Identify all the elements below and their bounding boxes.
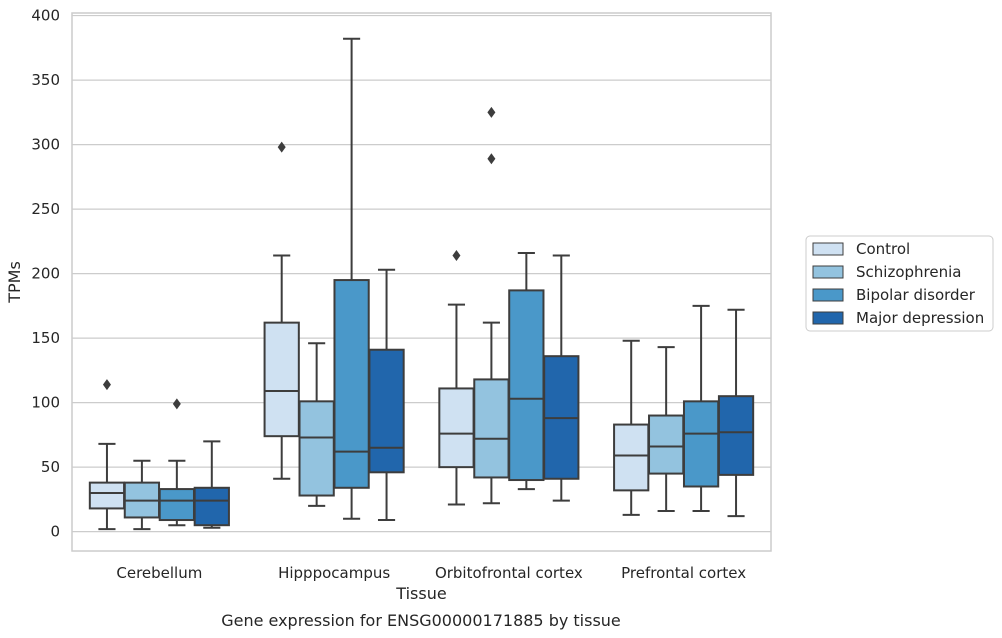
box-iqr [682,400,720,488]
box-0-1 [263,141,300,480]
x-tick-label: Hipppocampus [278,564,390,582]
box-2-1 [333,37,370,520]
legend-label: Control [856,240,910,258]
chart-caption: Gene expression for ENSG00000171885 by t… [221,611,621,630]
box-0-2 [438,250,475,506]
box-iqr [158,488,195,522]
box-iqr [333,279,370,489]
outlier-point [487,106,496,118]
y-tick-label: 150 [31,329,60,347]
y-tick-label: 300 [31,136,60,154]
x-axis-ticks: Cerebellum Hipppocampus Orbitofrontal cort… [116,564,746,582]
box-2-3 [682,304,720,513]
box-iqr [298,400,335,497]
y-tick-label: 350 [31,71,60,89]
box-iqr [648,414,685,475]
y-tick-label: 50 [41,458,60,476]
legend-label: Schizophrenia [856,263,961,281]
box-1-2 [473,106,510,505]
box-iqr [193,486,230,527]
legend-swatch [812,242,844,256]
legend-label: Bipolar disorder [856,286,976,304]
box-iqr [368,348,405,474]
box-iqr [717,395,755,476]
legend-item: Bipolar disorder [812,286,976,304]
box-1-3 [648,346,685,513]
legend-swatch [812,288,844,302]
legend-item: Major depression [812,309,984,327]
box-2-0 [158,398,195,527]
x-tick-label: Prefrontal cortex [621,564,746,582]
legend-swatch [812,265,844,279]
y-tick-label: 100 [31,394,60,412]
plot-boxes [88,37,755,531]
y-tick-label: 0 [50,523,60,541]
box-2-2 [508,251,545,491]
legend-swatch [812,311,844,325]
x-tick-label: Orbitofrontal cortex [435,564,583,582]
legend: Control Schizophrenia Bipolar disorder Majo… [805,235,994,332]
legend-item: Control [812,240,910,258]
outlier-point [452,250,461,262]
box-iqr [263,321,300,438]
gridlines [72,14,771,533]
y-axis-ticks: 0 50 100 150 200 250 300 350 400 [31,7,60,541]
box-iqr [438,387,475,469]
y-tick-label: 200 [31,265,60,283]
y-tick-label: 250 [31,200,60,218]
y-axis-label: TPMs [5,261,24,304]
y-tick-label: 400 [31,7,60,25]
outlier-point [277,141,286,153]
plot-frame [71,12,772,552]
legend-frame [805,235,994,332]
x-axis-label: Tissue [395,584,446,603]
box-1-1 [298,342,335,507]
box-iqr [508,289,545,482]
box-3-3 [717,308,755,518]
box-iqr [613,423,650,492]
legend-item: Schizophrenia [812,263,961,281]
box-0-3 [613,339,650,516]
box-0-0 [88,379,126,531]
box-iqr [473,378,510,479]
outlier-point [102,379,111,391]
box-3-0 [193,440,230,529]
box-1-0 [123,459,161,531]
box-3-2 [543,254,580,502]
x-tick-label: Cerebellum [116,564,202,582]
box-3-1 [368,268,405,522]
outlier-point [487,153,496,165]
legend-label: Major depression [856,309,984,327]
box-iqr [88,481,126,510]
outlier-point [172,398,181,410]
